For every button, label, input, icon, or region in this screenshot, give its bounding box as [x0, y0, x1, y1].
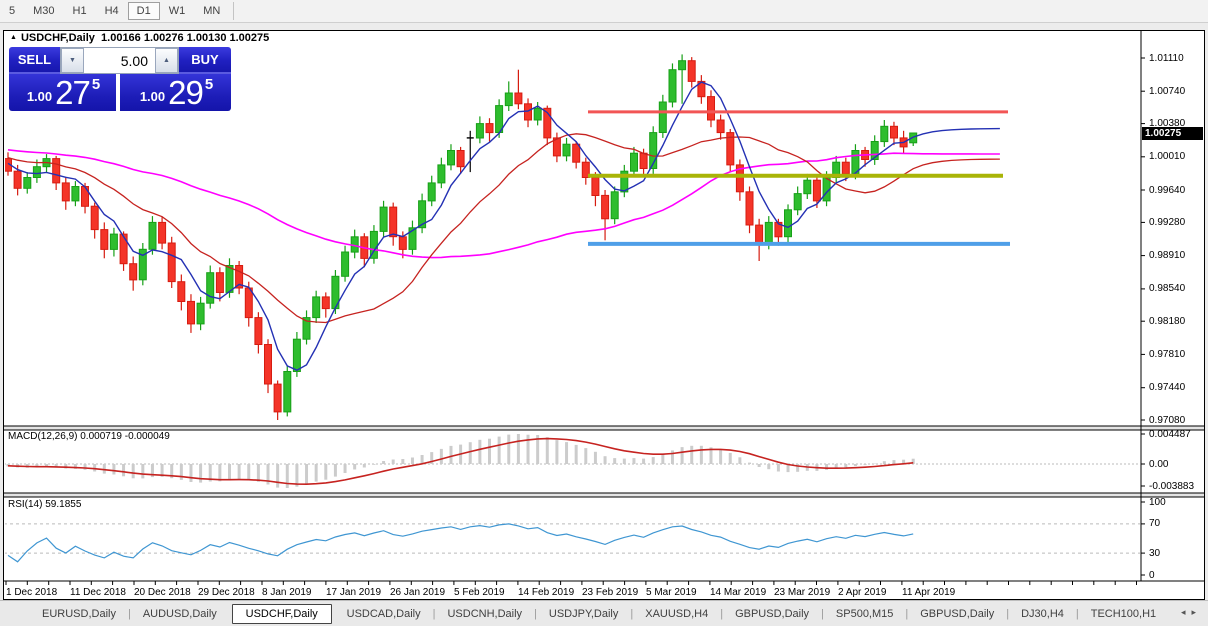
tab-dj30-10[interactable]: DJ30,H4 [1021, 607, 1064, 620]
rsi-axis-30: 30 [1149, 547, 1161, 559]
macd-label: MACD(12,26,9) 0.000719 -0.000049 [8, 431, 170, 442]
date-label: 17 Jan 2019 [326, 587, 382, 598]
price-tick-1.00380: 1.00380 [1149, 118, 1186, 130]
buy-price-base: 1.00 [139, 89, 166, 104]
rsi-axis-100: 100 [1149, 496, 1166, 508]
tab-separator: | [630, 607, 634, 620]
price-tick-0.97810: 0.97810 [1149, 348, 1186, 360]
tab-usdjpy-5[interactable]: USDJPY,Daily [548, 607, 619, 620]
sell-price-button[interactable]: 1.00 27 5 [9, 74, 116, 111]
timeframe-5[interactable]: 5 [9, 5, 16, 17]
tab-separator: | [1006, 607, 1010, 620]
buy-button[interactable]: BUY [179, 47, 231, 74]
price-tick-1.00740: 1.00740 [1149, 85, 1186, 97]
tab-xauusd-6[interactable]: XAUUSD,H4 [645, 607, 709, 620]
tab-separator: | [821, 607, 824, 620]
date-label: 2 Apr 2019 [838, 587, 887, 598]
price-tick-0.97440: 0.97440 [1149, 382, 1186, 394]
date-label: 29 Dec 2018 [198, 587, 255, 598]
macd-axis-top: 0.004487 [1149, 429, 1191, 440]
date-label: 23 Feb 2019 [582, 587, 639, 598]
date-label: 5 Mar 2019 [646, 587, 697, 598]
buy-price-big: 29 [168, 73, 204, 111]
date-label: 14 Feb 2019 [518, 587, 575, 598]
timeframe-h4[interactable]: H4 [104, 5, 119, 17]
date-label: 20 Dec 2018 [134, 587, 191, 598]
timeframe-m30[interactable]: M30 [33, 5, 55, 17]
price-chart[interactable] [4, 31, 1204, 599]
tab-usdcad-3[interactable]: USDCAD,Daily [346, 607, 421, 620]
volume-spinner: ▼ 5.00 ▲ [60, 47, 179, 74]
rsi-axis-70: 70 [1149, 518, 1161, 530]
price-tick-1.01110: 1.01110 [1149, 52, 1184, 64]
tab-tech100-11[interactable]: TECH100,H1 [1090, 607, 1157, 620]
date-label: 23 Mar 2019 [774, 587, 831, 598]
price-tick-0.99280: 0.99280 [1149, 216, 1186, 228]
tab-sp500-8[interactable]: SP500,M15 [835, 607, 894, 620]
date-label: 11 Apr 2019 [902, 587, 956, 598]
timeframe-toolbar: 5 M30 H1 H4 D1 W1 MN [0, 0, 1208, 23]
tab-usdchf-2[interactable]: USDCHF,Daily [231, 603, 332, 624]
tab-separator: | [905, 607, 909, 620]
tab-separator: | [432, 607, 436, 620]
price-tick-0.98540: 0.98540 [1149, 283, 1186, 295]
current-price-badge: 1.00275 [1142, 126, 1203, 140]
order-panel: SELL ▼ 5.00 ▲ BUY 1.00 27 5 1.00 29 [9, 47, 231, 111]
collapse-triangle-icon[interactable]: ▲ [10, 34, 17, 41]
rsi-axis-0: 0 [1149, 569, 1155, 581]
date-label: 26 Jan 2019 [390, 587, 446, 598]
date-label: 14 Mar 2019 [710, 587, 767, 598]
ohlc-readout: 1.00166 1.00276 1.00130 1.00275 [101, 32, 270, 44]
tab-audusd-1[interactable]: AUDUSD,Daily [142, 607, 217, 620]
sell-price-pip: 5 [91, 76, 101, 93]
chart-header: ▲ USDCHF,Daily 1.00166 1.00276 1.00130 1.… [10, 32, 269, 45]
date-label: 1 Dec 2018 [6, 587, 58, 598]
tab-eurusd-0[interactable]: EURUSD,Daily [42, 607, 116, 620]
volume-increase-button[interactable]: ▲ [155, 48, 178, 73]
buy-price-pip: 5 [204, 76, 214, 93]
tab-scroll-left-icon: ◂ [1180, 607, 1192, 617]
tab-separator: | [127, 607, 131, 620]
date-label: 5 Feb 2019 [454, 587, 505, 598]
chart-tabbar: EURUSD,Daily | AUDUSD,Daily | USDCHF,Daily | U… [0, 600, 1208, 626]
timeframe-d1[interactable]: D1 [127, 2, 160, 20]
price-tick-0.99640: 0.99640 [1149, 184, 1186, 196]
buy-price-button[interactable]: 1.00 29 5 [120, 74, 231, 111]
macd-axis-bottom: -0.003883 [1149, 481, 1195, 492]
volume-input[interactable]: 5.00 [84, 48, 155, 73]
order-panel-divider [116, 74, 120, 111]
sell-price-base: 1.00 [26, 89, 53, 104]
tab-gbpusd-7[interactable]: GBPUSD,Daily [735, 607, 810, 620]
macd-axis-zero: 0.00 [1149, 458, 1169, 470]
symbol-title: USDCHF,Daily [20, 32, 95, 44]
price-tick-0.98910: 0.98910 [1149, 250, 1186, 262]
date-label: 8 Jan 2019 [262, 587, 312, 598]
price-tick-0.98180: 0.98180 [1149, 315, 1186, 327]
timeframe-h1[interactable]: H1 [72, 5, 87, 17]
tab-separator: | [534, 607, 537, 620]
tab-separator: | [720, 607, 724, 620]
sell-button[interactable]: SELL [9, 47, 60, 74]
tab-usdcnh-4[interactable]: USDCNH,Daily [447, 607, 523, 620]
sell-price-big: 27 [55, 73, 91, 111]
rsi-label: RSI(14) 59.1855 [8, 499, 82, 510]
timeframe-mn[interactable]: MN [203, 5, 221, 17]
price-tick-1.00010: 1.00010 [1149, 151, 1186, 163]
price-tick-0.97080: 0.97080 [1149, 414, 1186, 426]
timeframe-w1[interactable]: W1 [168, 5, 186, 17]
tab-gbpusd-9[interactable]: GBPUSD,Daily [920, 607, 995, 620]
chart-window[interactable]: ▲ USDCHF,Daily 1.00166 1.00276 1.00130 1.… [3, 30, 1205, 600]
tab-scroll-arrows[interactable]: ◂▸ [1181, 607, 1202, 618]
tab-scroll-right-icon: ▸ [1191, 607, 1202, 617]
toolbar-separator [233, 2, 235, 20]
date-label: 11 Dec 2018 [70, 587, 126, 598]
volume-decrease-button[interactable]: ▼ [61, 48, 84, 73]
tab-separator: | [1075, 607, 1079, 620]
